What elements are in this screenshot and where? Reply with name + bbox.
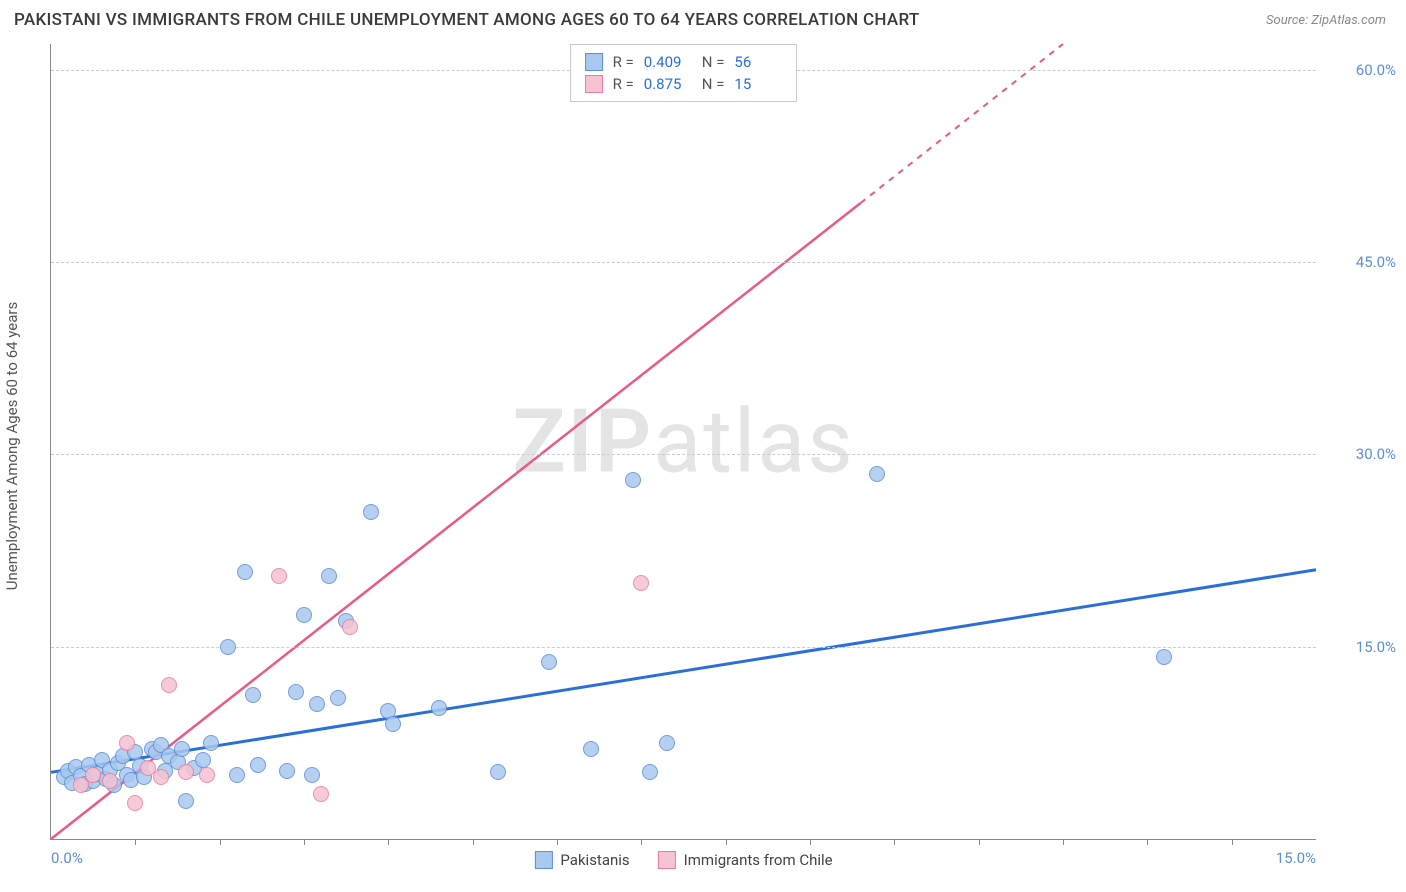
legend-swatch — [534, 851, 552, 869]
data-point-pakistanis — [178, 793, 194, 809]
legend-swatch — [658, 851, 676, 869]
x-tick-mark — [1063, 839, 1064, 845]
trend-line — [51, 203, 861, 839]
data-point-pakistanis — [490, 764, 506, 780]
n-value: 56 — [734, 53, 782, 71]
n-value: 15 — [734, 75, 782, 93]
source-attribution: Source: ZipAtlas.com — [1266, 13, 1386, 28]
data-point-pakistanis — [220, 639, 236, 655]
r-value: 0.409 — [644, 53, 692, 71]
data-point-pakistanis — [583, 741, 599, 757]
r-label: R = — [613, 75, 634, 93]
data-point-pakistanis — [237, 564, 253, 580]
legend-swatch — [585, 53, 603, 71]
x-tick-mark — [641, 839, 642, 845]
data-point-chile — [342, 619, 358, 635]
data-point-pakistanis — [309, 696, 325, 712]
legend-item: Immigrants from Chile — [658, 851, 833, 869]
y-tick-label: 30.0% — [1326, 445, 1396, 463]
data-point-pakistanis — [541, 654, 557, 670]
data-point-pakistanis — [245, 687, 261, 703]
correlation-legend: R = 0.409 N = 56 R = 0.875 N = 15 — [570, 44, 798, 102]
data-point-pakistanis — [431, 700, 447, 716]
x-tick-mark — [979, 839, 980, 845]
data-point-chile — [153, 769, 169, 785]
x-tick-mark — [557, 839, 558, 845]
legend-label: Immigrants from Chile — [684, 851, 833, 869]
n-label: N = — [702, 75, 725, 93]
data-point-chile — [85, 767, 101, 783]
data-point-pakistanis — [279, 763, 295, 779]
data-point-pakistanis — [250, 757, 266, 773]
data-point-chile — [119, 735, 135, 751]
x-tick-mark — [726, 839, 727, 845]
data-point-chile — [102, 773, 118, 789]
trend-line — [51, 570, 1316, 773]
data-point-pakistanis — [304, 767, 320, 783]
data-point-chile — [313, 786, 329, 802]
correlation-legend-row: R = 0.875 N = 15 — [585, 73, 783, 95]
data-point-pakistanis — [195, 752, 211, 768]
r-label: R = — [613, 53, 634, 71]
x-tick-mark — [473, 839, 474, 845]
data-point-pakistanis — [625, 472, 641, 488]
n-label: N = — [702, 53, 725, 71]
data-point-pakistanis — [659, 735, 675, 751]
grid-line — [51, 454, 1316, 455]
data-point-chile — [127, 795, 143, 811]
legend-label: Pakistanis — [560, 851, 629, 869]
data-point-pakistanis — [321, 568, 337, 584]
x-tick-mark — [1232, 839, 1233, 845]
legend-swatch — [585, 75, 603, 93]
r-value: 0.875 — [644, 75, 692, 93]
chart-title: PAKISTANI VS IMMIGRANTS FROM CHILE UNEMP… — [14, 10, 920, 30]
x-tick-mark — [304, 839, 305, 845]
chart-header: PAKISTANI VS IMMIGRANTS FROM CHILE UNEMP… — [0, 0, 1406, 38]
y-tick-label: 45.0% — [1326, 253, 1396, 271]
x-tick-label: 15.0% — [1276, 849, 1316, 867]
x-tick-mark — [894, 839, 895, 845]
legend-item: Pakistanis — [534, 851, 629, 869]
data-point-pakistanis — [296, 607, 312, 623]
data-point-pakistanis — [363, 504, 379, 520]
data-point-chile — [271, 568, 287, 584]
data-point-pakistanis — [174, 741, 190, 757]
data-point-pakistanis — [385, 716, 401, 732]
y-tick-label: 60.0% — [1326, 61, 1396, 79]
data-point-chile — [161, 677, 177, 693]
data-point-pakistanis — [869, 466, 885, 482]
x-tick-label: 0.0% — [51, 849, 83, 867]
x-tick-mark — [220, 839, 221, 845]
grid-line — [51, 262, 1316, 263]
data-point-chile — [178, 764, 194, 780]
y-tick-label: 15.0% — [1326, 638, 1396, 656]
data-point-chile — [633, 575, 649, 591]
trend-line — [861, 44, 1063, 203]
trend-lines-layer — [51, 44, 1316, 839]
data-point-pakistanis — [330, 690, 346, 706]
y-axis-label: Unemployment Among Ages 60 to 64 years — [3, 302, 21, 590]
x-tick-mark — [1147, 839, 1148, 845]
series-legend: Pakistanis Immigrants from Chile — [534, 851, 832, 869]
x-tick-mark — [810, 839, 811, 845]
data-point-pakistanis — [229, 767, 245, 783]
scatter-chart: ZIPatlas 15.0%30.0%45.0%60.0%0.0%15.0%R … — [50, 44, 1316, 840]
data-point-pakistanis — [203, 735, 219, 751]
correlation-legend-row: R = 0.409 N = 56 — [585, 51, 783, 73]
x-tick-mark — [388, 839, 389, 845]
data-point-pakistanis — [288, 684, 304, 700]
data-point-pakistanis — [642, 764, 658, 780]
grid-line — [51, 647, 1316, 648]
x-tick-mark — [135, 839, 136, 845]
data-point-pakistanis — [1156, 649, 1172, 665]
data-point-chile — [199, 767, 215, 783]
